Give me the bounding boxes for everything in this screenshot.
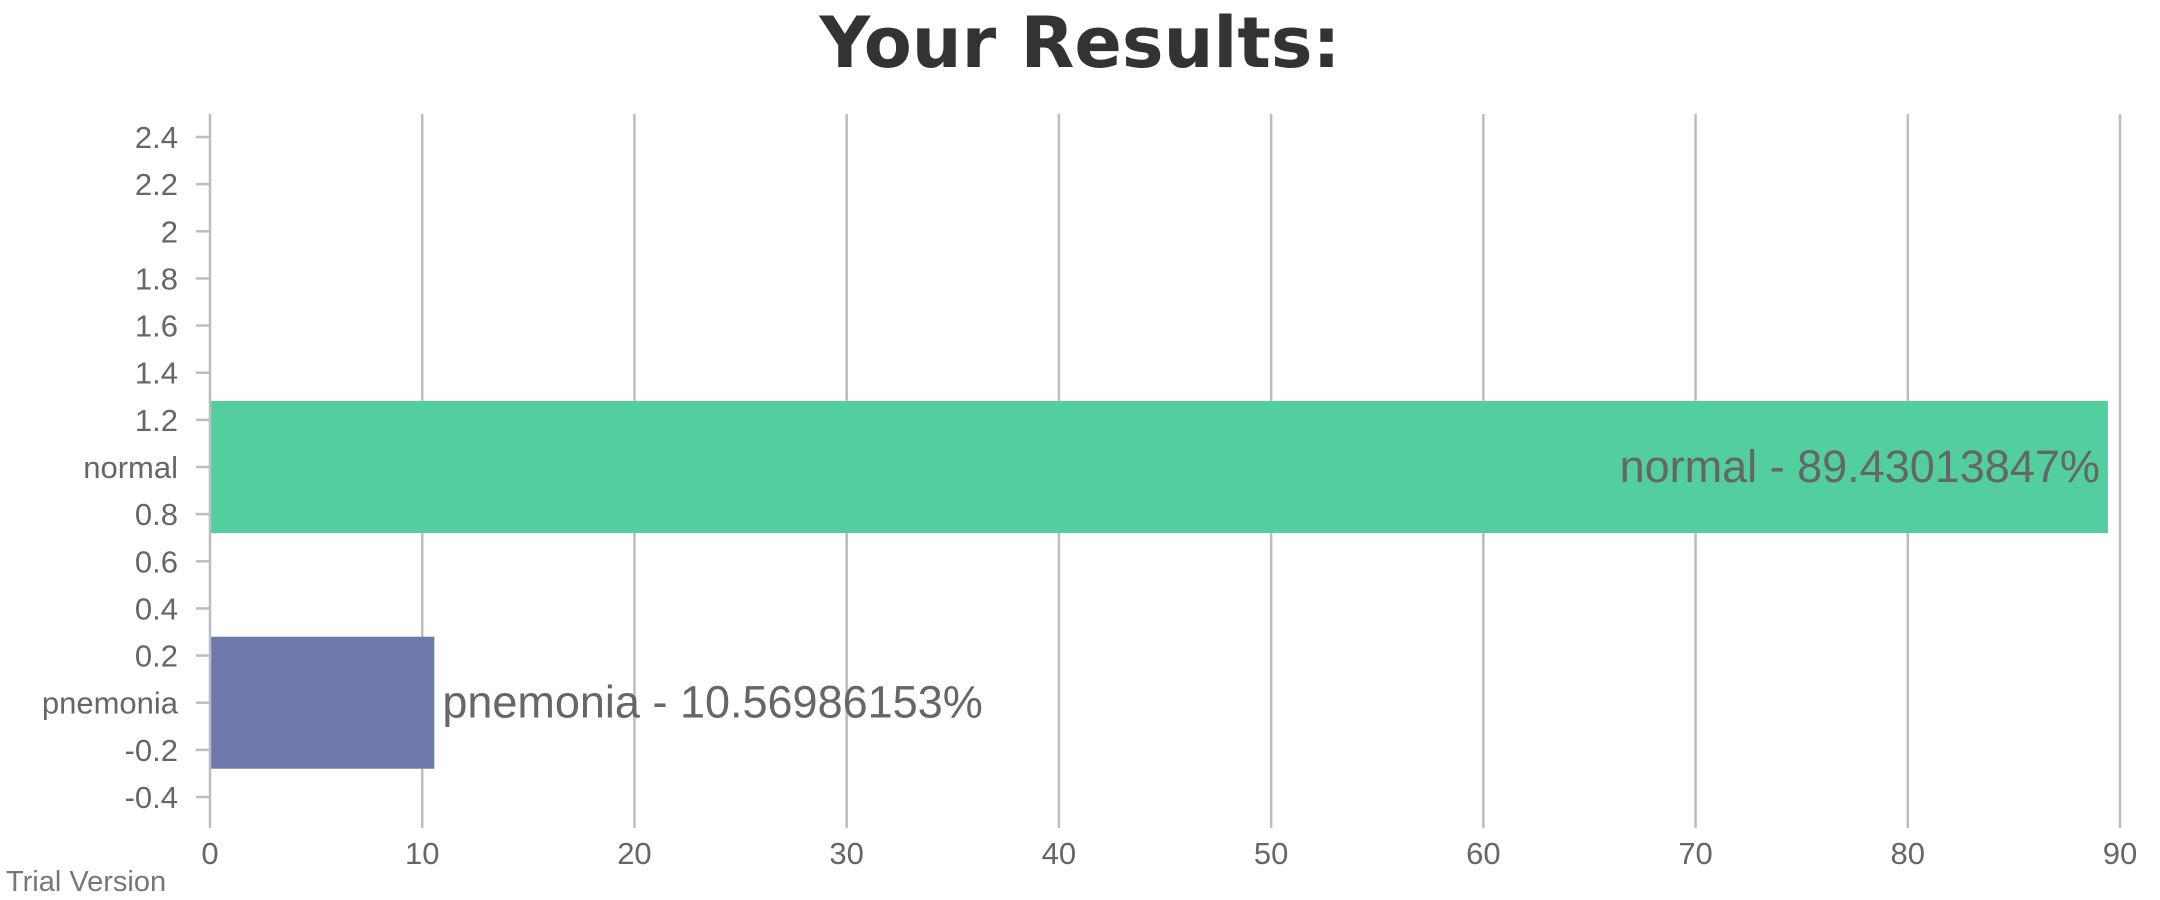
x-tick-label: 90: [2103, 836, 2137, 871]
x-tick-label: 30: [829, 836, 863, 871]
y-tick-label: -0.2: [125, 733, 178, 768]
trial-version-watermark: Trial Version: [6, 866, 166, 898]
chart-title: Your Results:: [818, 2, 1340, 84]
y-tick-label: 1.2: [135, 403, 178, 438]
y-tick-label: 1.4: [135, 356, 178, 391]
y-tick-label: 0.2: [135, 639, 178, 674]
y-tick-label: normal: [83, 450, 178, 485]
data-label-pnemonia: pnemonia - 10.56986153%: [442, 677, 982, 728]
x-tick-label: 50: [1254, 836, 1288, 871]
x-tick-label: 40: [1042, 836, 1076, 871]
y-tick-label: 0.4: [135, 591, 178, 626]
x-tick-label: 80: [1891, 836, 1925, 871]
y-tick-label: 2.2: [135, 167, 178, 202]
y-tick-label: pnemonia: [42, 686, 179, 721]
bar-normal: [210, 401, 2108, 533]
x-tick-label: 70: [1678, 836, 1712, 871]
y-tick-label: 0.8: [135, 497, 178, 532]
x-tick-label: 60: [1466, 836, 1500, 871]
x-tick-label: 20: [617, 836, 651, 871]
x-tick-label: 10: [405, 836, 439, 871]
y-tick-label: 2.4: [135, 120, 178, 155]
x-axis-ticks: 0 10 20 30 40 50 60 70 80 90: [201, 836, 2137, 871]
data-label-normal: normal - 89.43013847%: [1620, 441, 2100, 492]
data-labels: pnemonia - 10.56986153% normal - 89.43013…: [442, 441, 2100, 728]
y-axis-ticks: -0.4 -0.2 pnemonia 0.2 0.4 0.6 0.8 normal 1.2 1.4…: [42, 120, 210, 815]
bar-pnemonia: [210, 636, 435, 769]
y-tick-label: 1.8: [135, 261, 178, 296]
bars: [210, 401, 2108, 769]
y-tick-label: 0.6: [135, 544, 178, 579]
y-tick-label: 2: [161, 214, 178, 249]
y-tick-label: -0.4: [125, 780, 178, 815]
x-tick-label: 0: [201, 836, 218, 871]
y-tick-label: 1.6: [135, 309, 178, 344]
